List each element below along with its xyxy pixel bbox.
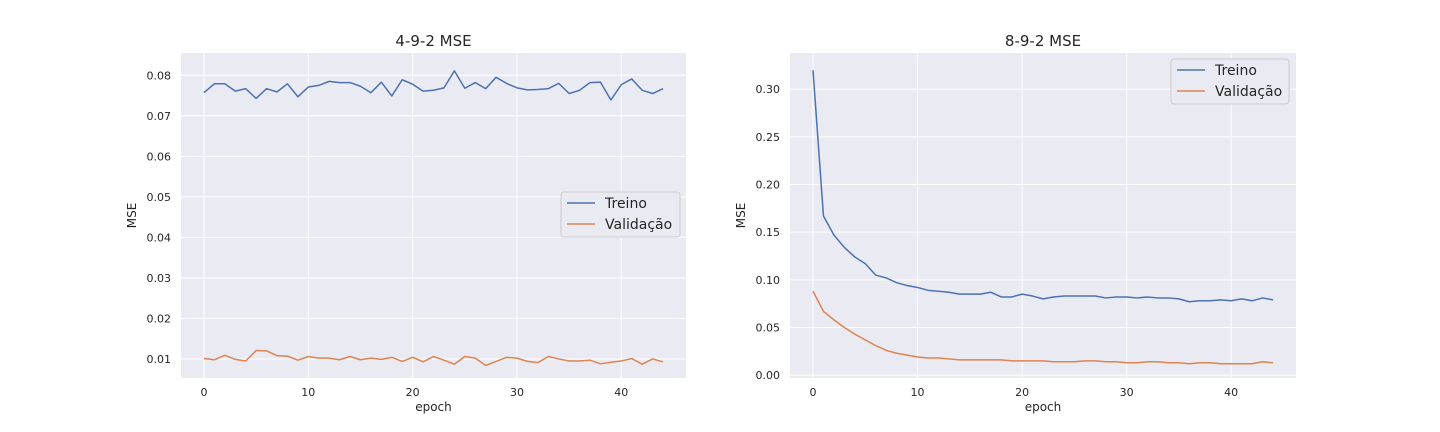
y-tick-label: 0.05 bbox=[756, 321, 781, 334]
x-axis-label: epoch bbox=[1025, 400, 1062, 414]
y-axis-label: MSE bbox=[125, 203, 139, 229]
series-line-treino bbox=[203, 70, 664, 101]
chart-title: 4-9-2 MSE bbox=[395, 32, 471, 50]
y-tick-label: 0.30 bbox=[756, 83, 781, 96]
series-lines bbox=[812, 70, 1274, 365]
y-tick-label: 0.07 bbox=[147, 110, 172, 123]
x-tick-label: 40 bbox=[614, 386, 628, 399]
x-tick-label: 30 bbox=[510, 386, 524, 399]
chart-8-9-2: 0 10 20 30 40 0.00 0.05 0.10 0.15 0.20 0.25 0.30 8… bbox=[734, 32, 1296, 414]
x-tick-label: 30 bbox=[1120, 386, 1134, 399]
x-tick-label: 40 bbox=[1224, 386, 1238, 399]
chart-title: 8-9-2 MSE bbox=[1005, 32, 1081, 50]
x-tick-label: 10 bbox=[911, 386, 925, 399]
x-tick-label: 0 bbox=[810, 386, 817, 399]
chart-4-9-2: 0 10 20 30 40 0.010.020.030.040.050.060.070.… bbox=[125, 32, 686, 414]
series-line-validacao bbox=[812, 290, 1274, 365]
y-tick-label: 0.06 bbox=[147, 150, 172, 163]
x-tick-label: 10 bbox=[301, 386, 315, 399]
y-tick-label: 0.25 bbox=[756, 131, 781, 144]
y-tick-label: 0.05 bbox=[147, 191, 172, 204]
y-axis-label: MSE bbox=[734, 203, 748, 229]
y-tick-labels: 0.01 0.02 0.03 0.04 0.05 0.06 0.07 0.08 bbox=[147, 69, 172, 366]
x-tick-labels: 0 10 20 30 40 bbox=[200, 386, 628, 399]
legend-label-treino: Treino bbox=[604, 196, 647, 212]
series-lines bbox=[203, 70, 664, 367]
x-tick-label: 20 bbox=[406, 386, 420, 399]
legend-label-validacao: Validação bbox=[1215, 84, 1282, 100]
x-tick-label: 20 bbox=[1015, 386, 1029, 399]
x-axis-label: epoch bbox=[415, 400, 452, 414]
y-tick-label: 0.03 bbox=[147, 272, 172, 285]
series-line-validacao bbox=[203, 349, 664, 367]
y-tick-label: 0.01 bbox=[147, 353, 172, 366]
y-tick-label: 0.00 bbox=[756, 369, 781, 382]
y-tick-label: 0.02 bbox=[147, 312, 172, 325]
y-tick-label: 0.15 bbox=[756, 226, 781, 239]
y-tick-labels: 0.00 0.05 0.10 0.15 0.20 0.25 0.30 bbox=[756, 83, 781, 382]
y-tick-label: 0.08 bbox=[147, 69, 172, 82]
y-tick-label: 0.10 bbox=[756, 274, 781, 287]
x-tick-label: 0 bbox=[200, 386, 207, 399]
legend-label-validacao: Validação bbox=[605, 217, 672, 233]
plot-area bbox=[790, 53, 1296, 378]
y-tick-label: 0.20 bbox=[756, 179, 781, 192]
x-tick-labels: 0 10 20 30 40 bbox=[810, 386, 1239, 399]
legend-label-treino: Treino bbox=[1214, 63, 1257, 79]
legend: Treino Validação bbox=[560, 191, 681, 238]
series-line-treino bbox=[812, 70, 1274, 303]
legend: Treino Validação bbox=[1170, 58, 1290, 105]
y-tick-label: 0.04 bbox=[147, 231, 172, 244]
